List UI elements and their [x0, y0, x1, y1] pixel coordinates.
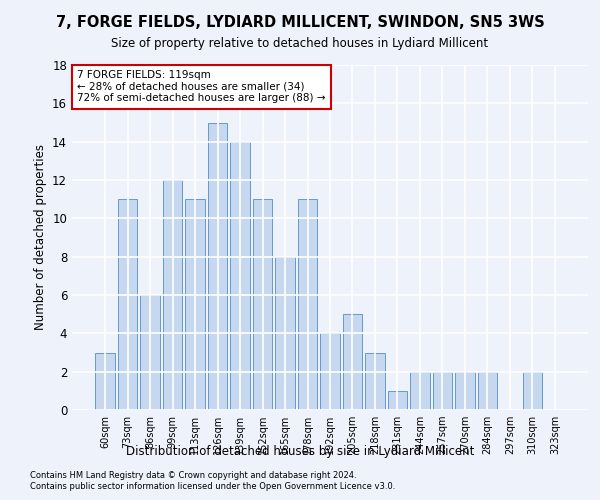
Bar — [140, 295, 160, 410]
Bar — [230, 142, 250, 410]
Bar — [523, 372, 542, 410]
Bar — [365, 352, 385, 410]
Bar — [253, 199, 272, 410]
Bar — [388, 391, 407, 410]
Bar — [118, 199, 137, 410]
Bar — [410, 372, 430, 410]
Text: Contains public sector information licensed under the Open Government Licence v3: Contains public sector information licen… — [30, 482, 395, 491]
Bar — [185, 199, 205, 410]
Text: 7 FORGE FIELDS: 119sqm
← 28% of detached houses are smaller (34)
72% of semi-det: 7 FORGE FIELDS: 119sqm ← 28% of detached… — [77, 70, 326, 103]
Bar — [478, 372, 497, 410]
Bar — [95, 352, 115, 410]
Bar — [275, 256, 295, 410]
Text: Size of property relative to detached houses in Lydiard Millicent: Size of property relative to detached ho… — [112, 38, 488, 51]
Y-axis label: Number of detached properties: Number of detached properties — [34, 144, 47, 330]
Bar — [433, 372, 452, 410]
Text: Distribution of detached houses by size in Lydiard Millicent: Distribution of detached houses by size … — [126, 445, 474, 458]
Text: 7, FORGE FIELDS, LYDIARD MILLICENT, SWINDON, SN5 3WS: 7, FORGE FIELDS, LYDIARD MILLICENT, SWIN… — [56, 15, 544, 30]
Bar — [455, 372, 475, 410]
Bar — [208, 122, 227, 410]
Bar — [163, 180, 182, 410]
Bar — [320, 334, 340, 410]
Bar — [343, 314, 362, 410]
Bar — [298, 199, 317, 410]
Text: Contains HM Land Registry data © Crown copyright and database right 2024.: Contains HM Land Registry data © Crown c… — [30, 470, 356, 480]
